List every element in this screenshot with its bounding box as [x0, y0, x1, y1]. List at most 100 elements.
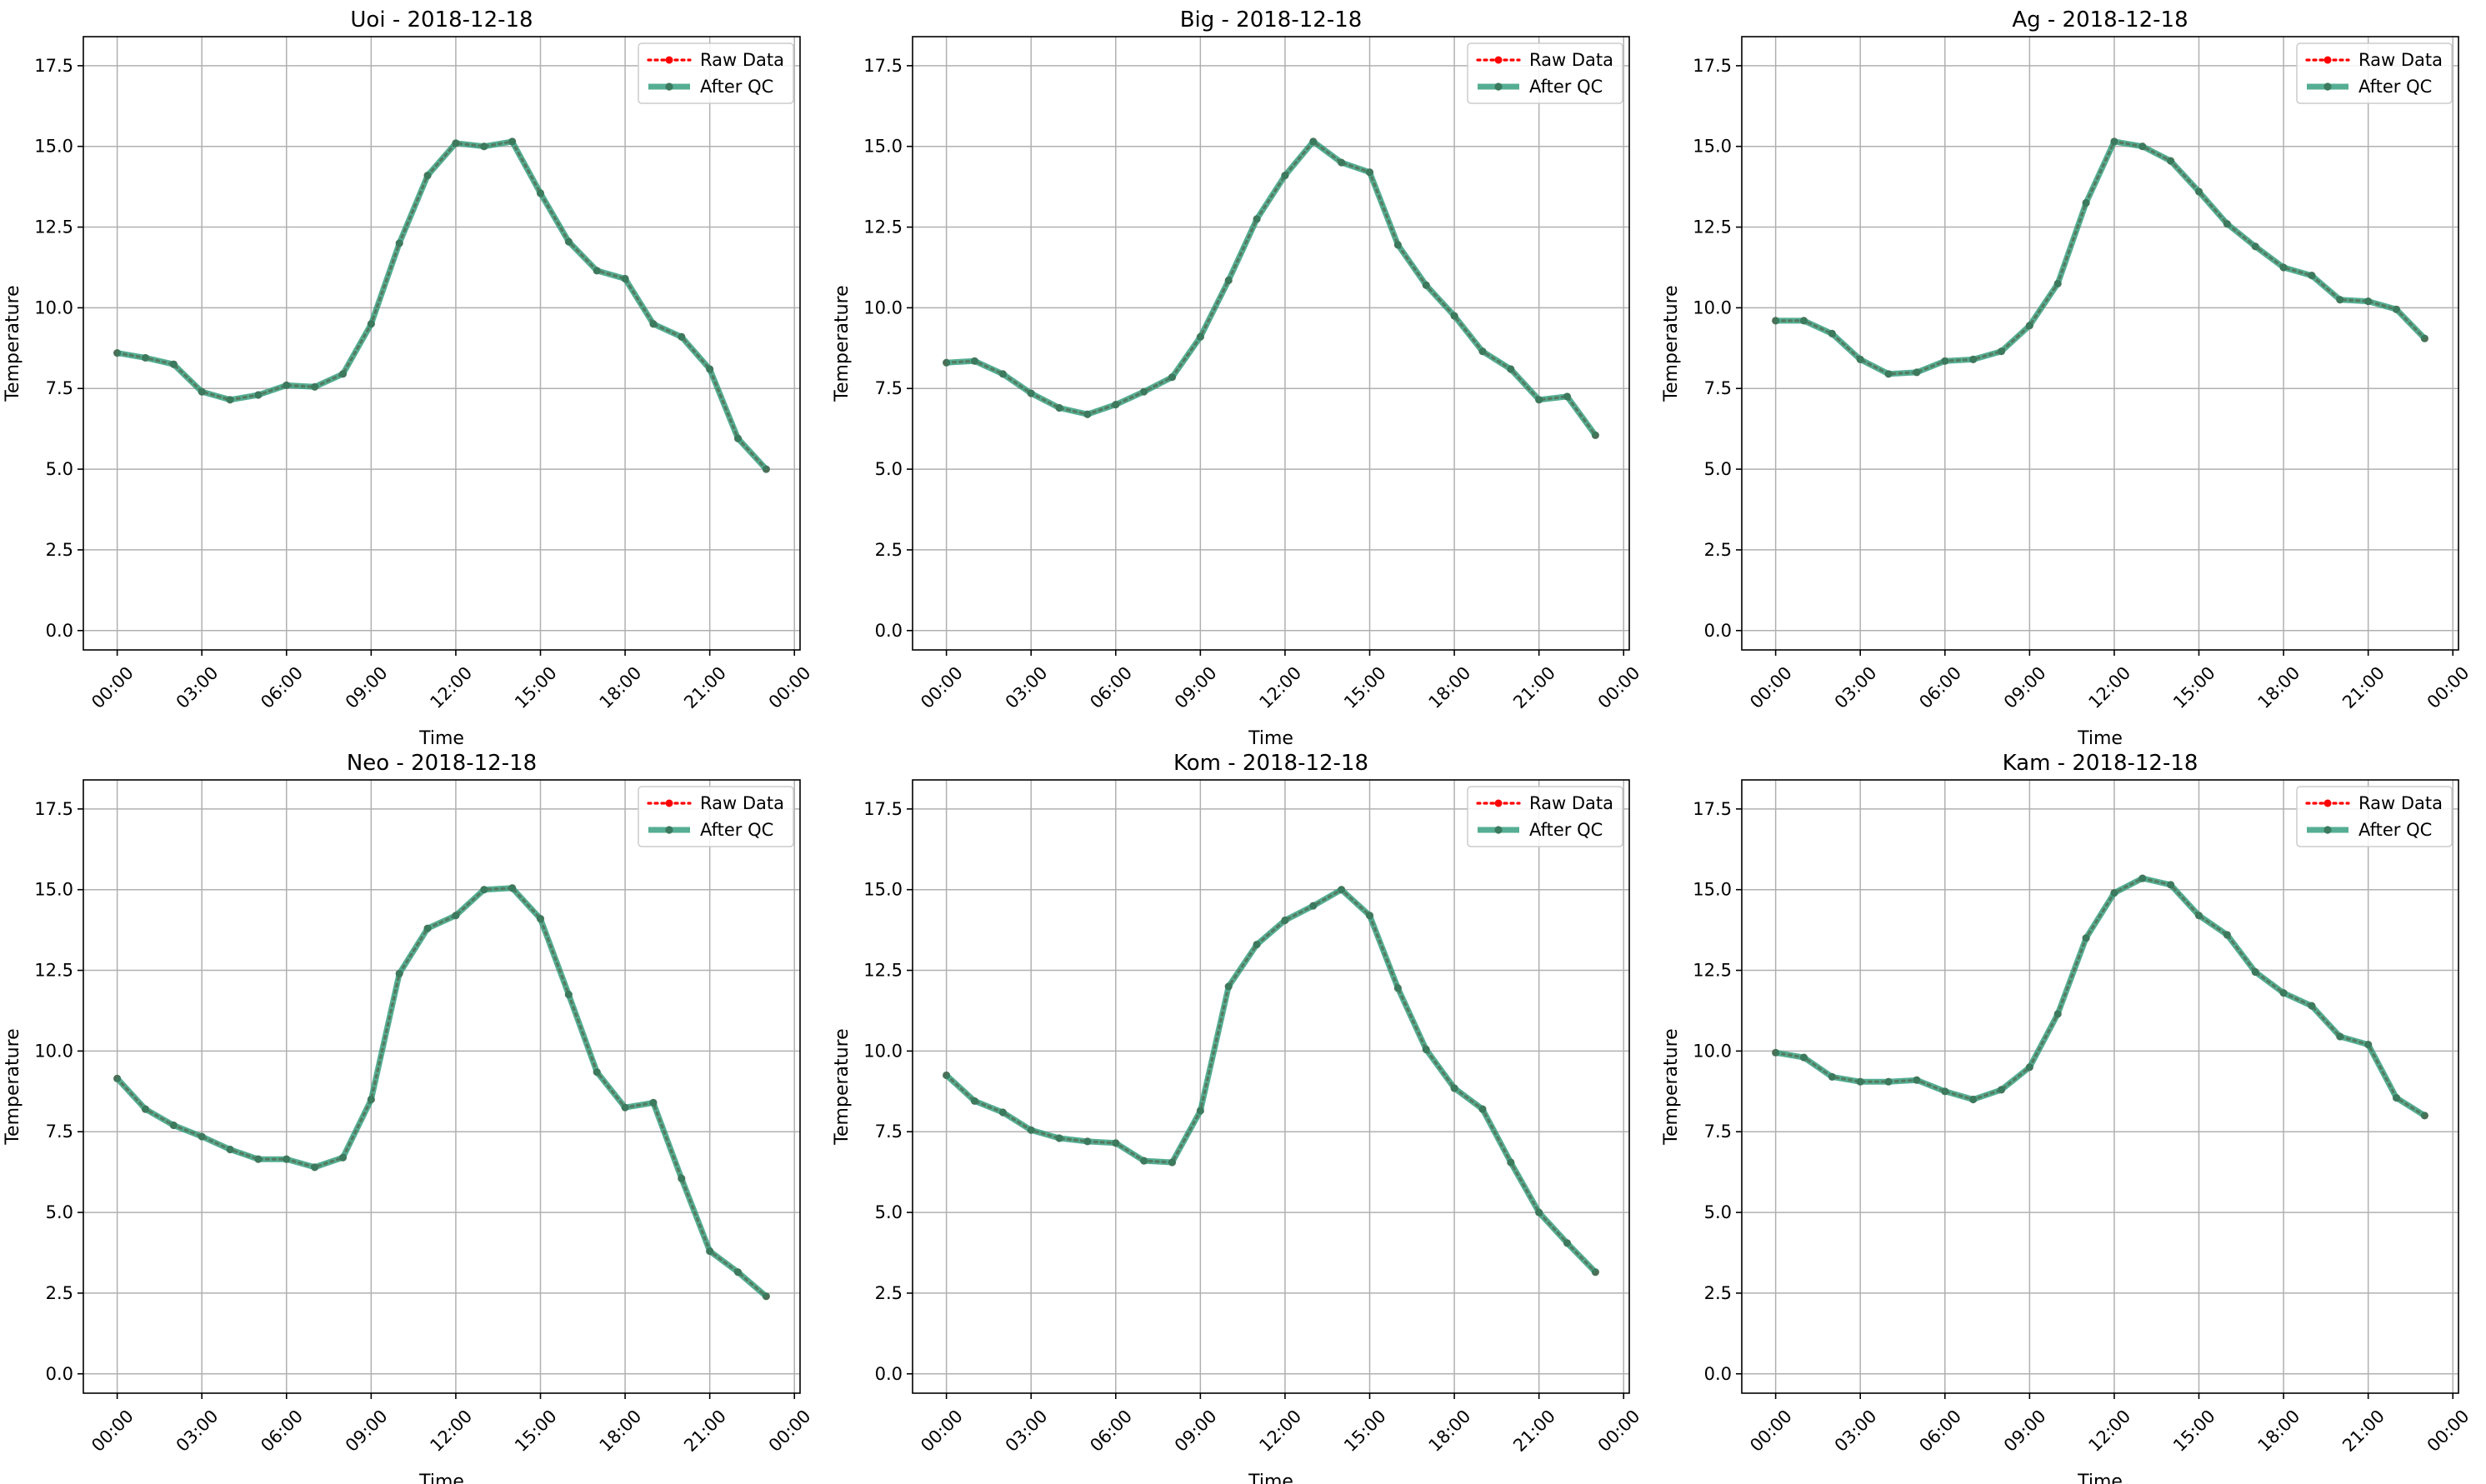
x-tick-label: 12:00 — [426, 662, 476, 712]
data-point-after-qc — [1997, 347, 2006, 356]
y-tick-label: 2.5 — [875, 540, 903, 560]
data-point-after-qc — [226, 1145, 234, 1154]
chart-title: Kam - 2018-12-18 — [2003, 751, 2198, 776]
data-point-after-qc — [2053, 279, 2062, 287]
y-tick-label: 2.5 — [1704, 540, 1732, 560]
y-tick-label: 12.5 — [1693, 217, 1732, 237]
data-point-after-qc — [1884, 370, 1893, 378]
chart-panel: 0.0 2.5 5.0 7.5 10.0 12.5 15.0 17.5 00:00 03:00 06… — [1661, 7, 2473, 749]
data-point-after-qc — [2308, 272, 2316, 280]
data-point-after-qc — [2082, 934, 2090, 942]
x-axis-label: Time — [2077, 728, 2123, 749]
data-point-after-qc — [198, 387, 206, 396]
legend: Raw Data After QC — [2296, 42, 2453, 104]
legend-marker-after-qc — [2323, 82, 2332, 91]
data-point-after-qc — [1422, 1045, 1430, 1054]
x-tick-label: 03:00 — [173, 1406, 223, 1456]
data-point-after-qc — [508, 137, 517, 146]
series-line-after-qc — [117, 138, 768, 472]
data-point-after-qc — [1253, 215, 1261, 223]
y-tick-label: 0.0 — [46, 621, 73, 641]
data-point-after-qc — [1591, 431, 1599, 440]
data-point-after-qc — [649, 1098, 658, 1107]
data-point-after-qc — [1856, 1077, 1864, 1086]
data-point-after-qc — [1309, 902, 1318, 910]
data-point-after-qc — [1083, 1137, 1092, 1146]
chart-panel: 0.0 2.5 5.0 7.5 10.0 12.5 15.0 17.5 00:00 03:00 06… — [832, 751, 1644, 1484]
data-point-after-qc — [1083, 410, 1092, 418]
chart-title: Ag - 2018-12-18 — [2012, 7, 2188, 32]
data-point-after-qc — [311, 1163, 319, 1172]
data-point-after-qc — [1828, 1072, 1836, 1081]
series-line-after-qc — [1775, 138, 2427, 377]
y-tick-label: 10.0 — [1693, 1041, 1732, 1061]
y-tick-label: 2.5 — [1704, 1283, 1732, 1303]
data-point-after-qc — [733, 434, 743, 442]
chart-panel: 0.0 2.5 5.0 7.5 10.0 12.5 15.0 17.5 00:00 03:00 06… — [3, 7, 815, 749]
data-point-after-qc — [1309, 137, 1318, 146]
y-tick-label: 17.5 — [34, 799, 73, 819]
x-tick-label: 15:00 — [2169, 1406, 2219, 1456]
x-tick-label: 12:00 — [1255, 662, 1305, 712]
y-tick-label: 15.0 — [1693, 137, 1732, 157]
legend-label-after-qc: After QC — [2358, 77, 2432, 97]
data-point-after-qc — [536, 914, 545, 923]
data-point-after-qc — [678, 1174, 686, 1182]
data-point-after-qc — [1393, 241, 1402, 249]
y-tick-label: 10.0 — [34, 1041, 73, 1061]
legend-label-after-qc: After QC — [2358, 820, 2432, 840]
legend: Raw Data After QC — [2296, 786, 2453, 847]
y-tick-label: 2.5 — [46, 540, 73, 560]
y-tick-label: 7.5 — [46, 378, 73, 398]
data-point-after-qc — [508, 884, 517, 892]
y-tick-label: 15.0 — [863, 137, 903, 157]
series-line-raw-data — [116, 140, 768, 471]
y-tick-label: 0.0 — [1704, 621, 1732, 641]
data-point-after-qc — [2420, 334, 2428, 342]
data-point-after-qc — [395, 969, 403, 978]
data-point-after-qc — [1507, 365, 1515, 373]
data-point-after-qc — [1563, 392, 1572, 401]
y-tick-label: 5.0 — [875, 1202, 903, 1222]
legend-marker-after-qc — [2323, 826, 2332, 834]
y-axis-label: Temperature — [1661, 285, 1682, 402]
x-tick-label: 18:00 — [1425, 1406, 1475, 1456]
data-point-after-qc — [2110, 137, 2118, 146]
x-tick-label: 03:00 — [1002, 662, 1052, 712]
x-tick-label: 21:00 — [680, 662, 730, 712]
data-point-after-qc — [2223, 220, 2231, 228]
data-point-after-qc — [423, 171, 432, 180]
chart-panel: 0.0 2.5 5.0 7.5 10.0 12.5 15.0 17.5 00:00 03:00 06… — [832, 7, 1644, 749]
data-point-after-qc — [1168, 1158, 1177, 1167]
data-point-after-qc — [1027, 1126, 1035, 1134]
data-point-after-qc — [2025, 322, 2033, 330]
legend-label-raw-data: Raw Data — [1529, 793, 1613, 813]
data-point-after-qc — [762, 1292, 770, 1301]
series-line-raw-data — [944, 887, 1598, 1274]
x-tick-label: 03:00 — [1002, 1406, 1052, 1456]
x-tick-label: 03:00 — [1831, 662, 1881, 712]
data-point-after-qc — [1338, 158, 1346, 167]
data-point-after-qc — [311, 382, 319, 391]
data-point-after-qc — [593, 267, 601, 275]
data-point-after-qc — [198, 1132, 206, 1141]
legend-label-raw-data: Raw Data — [2358, 50, 2443, 70]
data-point-after-qc — [1799, 317, 1808, 325]
data-point-after-qc — [1196, 332, 1204, 341]
plot-area-frame — [912, 779, 1630, 1394]
x-tick-label: 00:00 — [917, 662, 967, 712]
y-tick-label: 17.5 — [1693, 56, 1732, 76]
x-axis-label: Time — [1248, 1472, 1293, 1484]
y-tick-label: 17.5 — [863, 56, 903, 76]
legend-marker-after-qc — [665, 826, 673, 834]
chart-panel: 0.0 2.5 5.0 7.5 10.0 12.5 15.0 17.5 00:00 03:00 06… — [1661, 751, 2473, 1484]
legend-marker-raw-data — [2323, 56, 2332, 64]
data-point-after-qc — [1478, 347, 1487, 356]
y-tick-label: 15.0 — [34, 137, 73, 157]
x-tick-label: 00:00 — [1594, 1406, 1644, 1456]
legend-label-raw-data: Raw Data — [700, 793, 784, 813]
x-tick-label: 06:00 — [257, 1406, 307, 1456]
series-line-after-qc — [944, 887, 1598, 1275]
data-point-after-qc — [1281, 171, 1289, 180]
x-tick-label: 15:00 — [2169, 662, 2219, 712]
